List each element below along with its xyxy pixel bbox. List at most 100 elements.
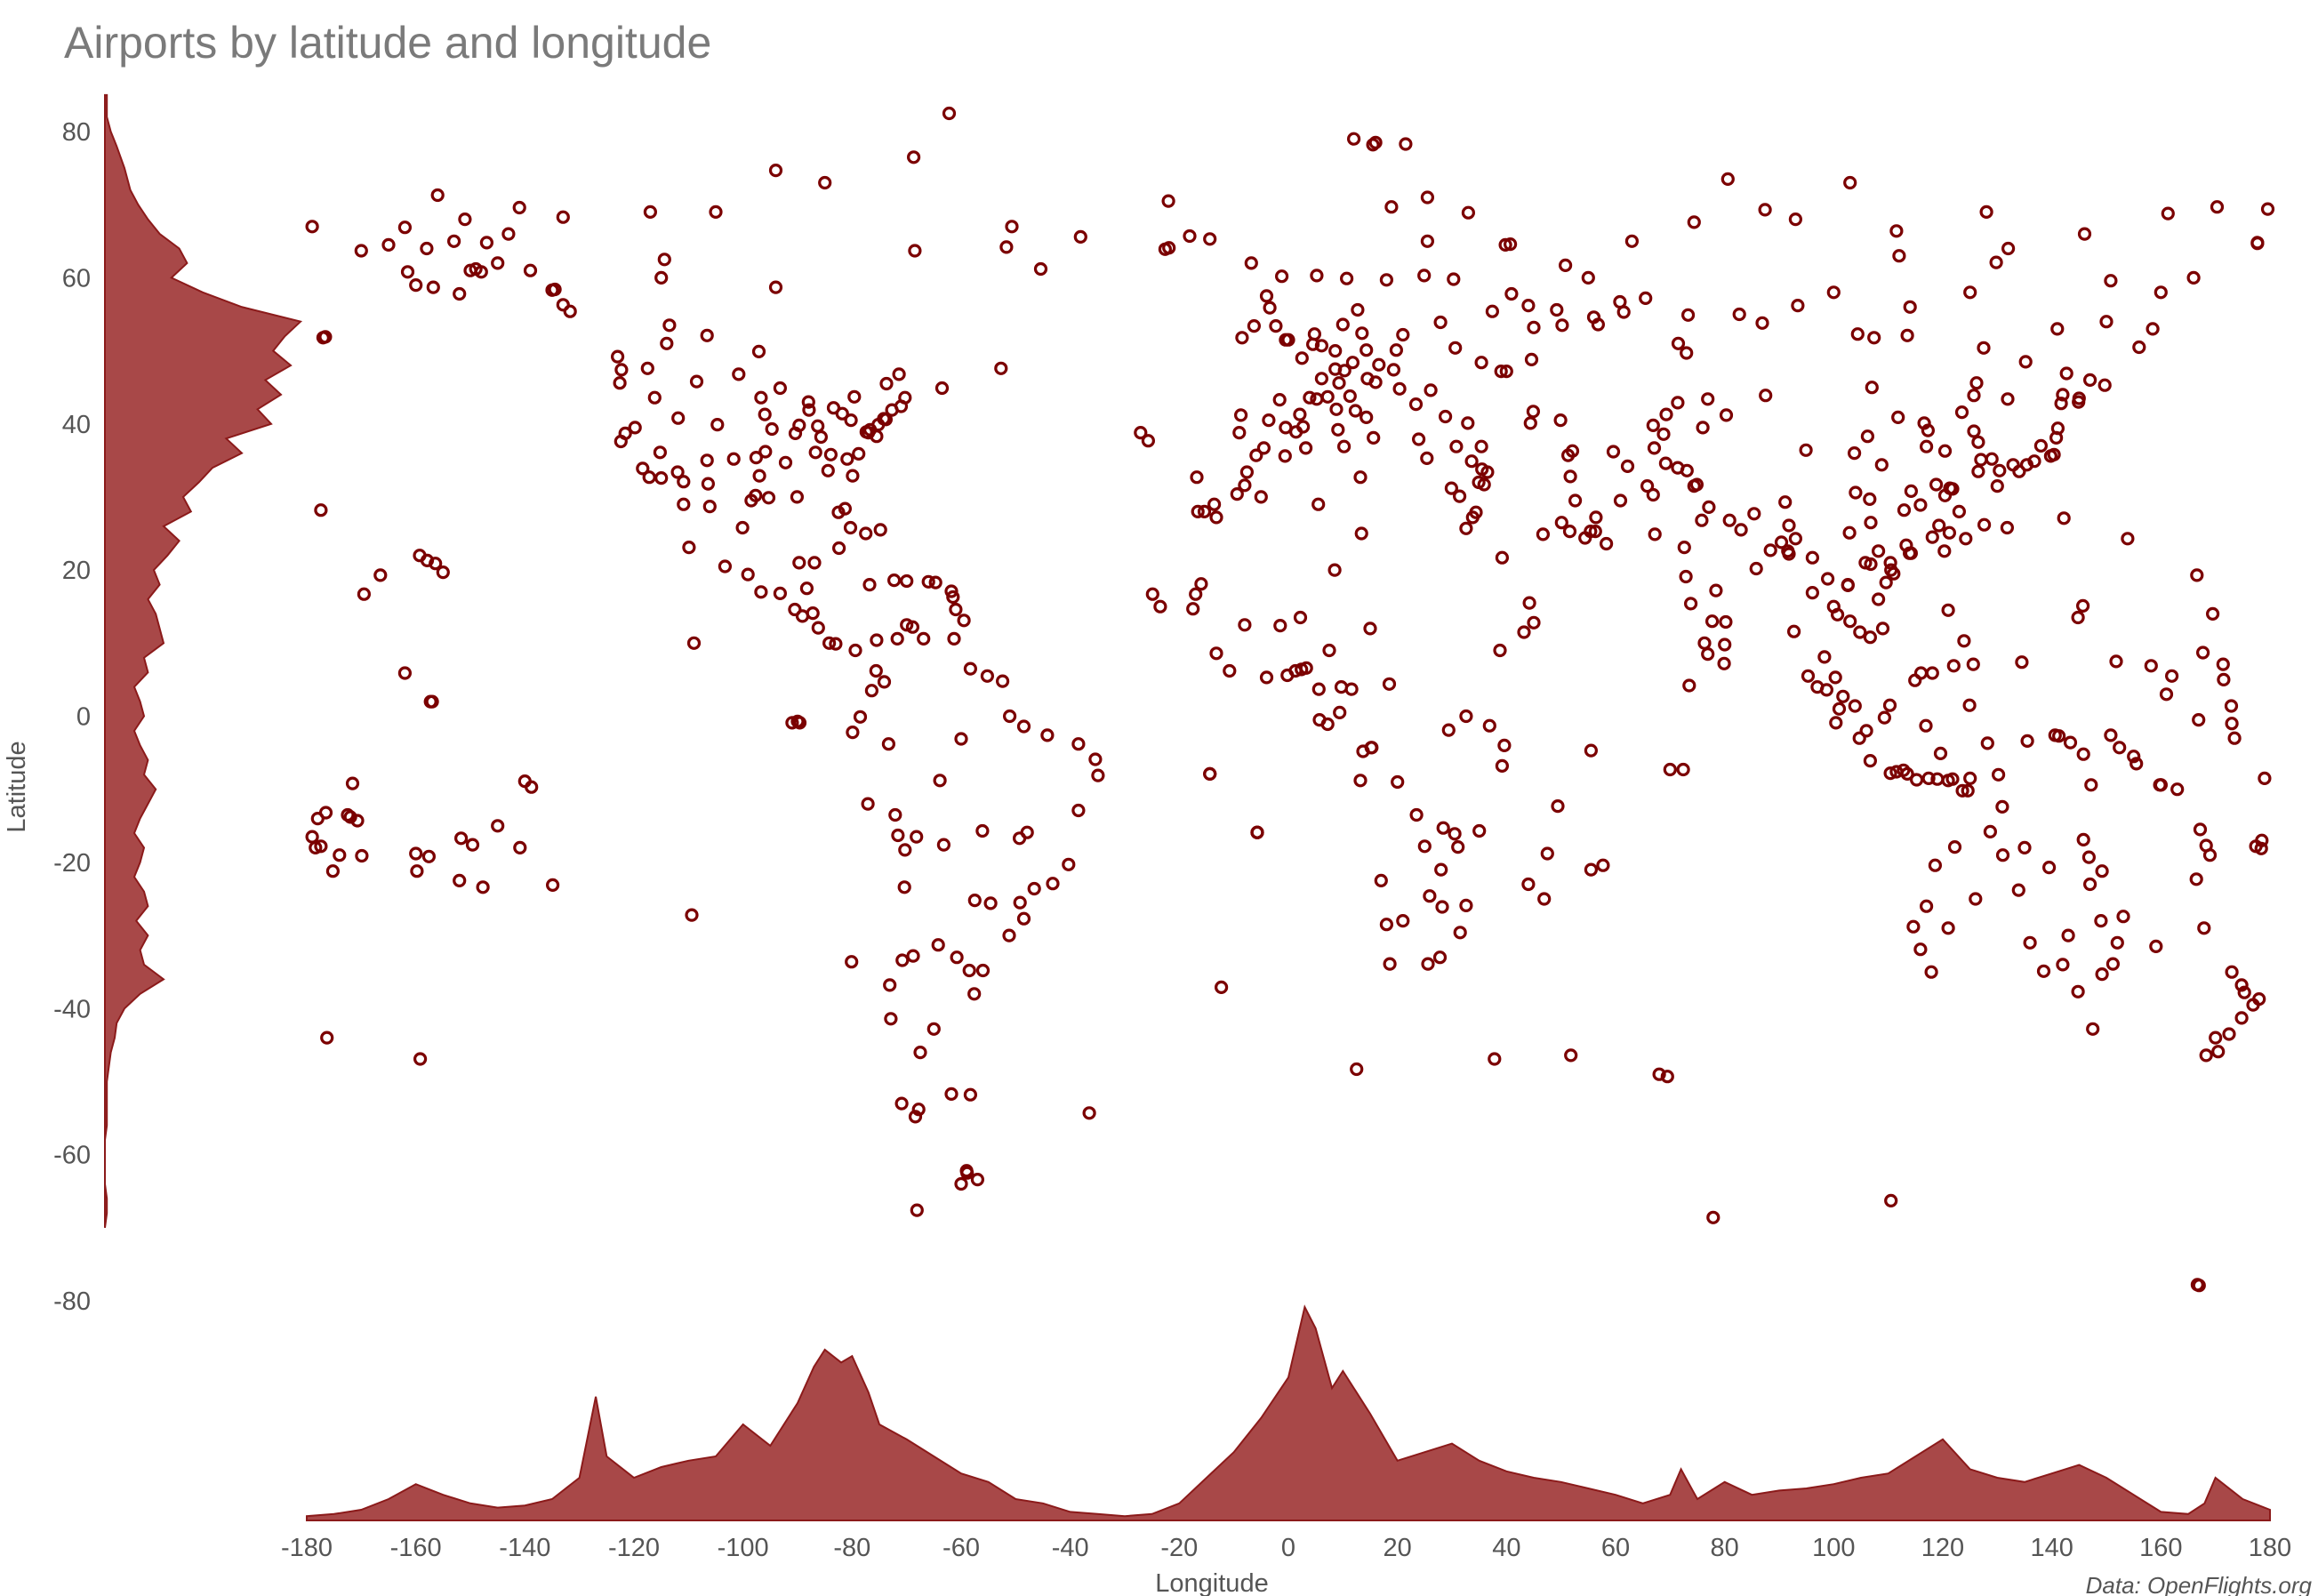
airport-point [1461,205,1476,220]
airport-point [1183,229,1197,244]
airport-point [1805,585,1820,600]
airport-point [894,1096,909,1111]
airport-point [1624,234,1640,248]
airport-point [1311,497,1326,511]
airport-point [822,636,837,650]
airport-point [947,631,961,646]
x-tick-label: 180 [2249,1534,2291,1562]
airport-point [1702,500,1716,515]
airport-point [1877,710,1891,725]
airport-point [931,938,945,952]
x-tick-label: -180 [281,1534,333,1562]
airport-point [2059,366,2073,381]
airport-point [1589,510,1603,525]
airport-point [838,501,853,516]
airport-point [1889,765,1904,779]
airport-point [1599,536,1614,551]
airport-point [1527,320,1541,334]
airport-point [1299,661,1313,675]
airport-point [548,282,562,297]
airport-point [967,893,982,908]
airport-point [2094,913,2108,928]
airport-point [877,675,892,689]
airport-point [1337,364,1351,378]
airport-point [1778,495,1793,509]
airport-point [898,390,912,405]
airport-point [847,389,862,404]
airport-point [1305,337,1320,351]
airport-point [2086,1022,2100,1036]
y-tick-label: 20 [62,557,91,585]
airport-point [1027,881,1041,896]
airport-point [1527,615,1541,630]
airport-point [1002,928,1016,942]
airport-point [1584,743,1599,758]
airport-point [1928,858,1942,872]
airport-point [895,953,910,967]
airport-point [1389,343,1404,357]
airport-point [1842,525,1857,540]
airport-point [960,1166,975,1180]
airport-point [2116,910,2130,924]
airport-point [1320,389,1335,404]
airport-point [754,585,768,599]
airport-point [1913,498,1928,512]
airport-point [453,831,469,846]
airport-point [1485,304,1500,318]
airport-point [967,987,982,1001]
airport-point [1884,1193,1898,1208]
airport-point [314,839,328,854]
airport-point [1903,300,1917,314]
airport-point [425,694,439,709]
y-axis-label: Latitude [3,741,31,832]
airport-point [1503,237,1518,252]
airport-point [2216,657,2230,671]
airport-point [1384,200,1399,214]
airport-point [859,526,873,541]
airport-point [1329,402,1343,416]
airport-point [1892,249,1906,263]
airport-point [654,470,669,485]
airport-point [1334,679,1349,694]
airport-point [921,574,935,589]
airport-point [1278,449,1292,463]
airport-point [2192,712,2206,727]
x-tick-label: -80 [833,1534,870,1562]
x-tick-label: -60 [942,1534,980,1562]
airport-point [1985,452,1999,466]
airport-point [1250,825,1264,839]
airport-point [2083,877,2097,892]
airport-point [2234,978,2249,992]
airport-point [1259,670,1274,685]
airport-point [1706,1210,1720,1224]
airport-point [1719,614,1733,630]
airport-point [1959,532,1973,546]
airport-point [846,469,860,483]
airport-point [758,445,773,459]
y-tick-label: -20 [53,849,91,878]
airport-point [1563,469,1577,484]
airport-point [910,1203,924,1217]
airport-point [1448,827,1462,841]
y-axis-ticks: 80 60 40 20 0 -20 -40 -60 -80 [53,118,91,1316]
airport-point [1464,454,1479,469]
airport-point [1591,317,1606,332]
airport-point [963,1087,978,1102]
airport-point [1433,315,1448,330]
airport-point [2104,274,2118,288]
airport-point [2099,315,2113,329]
airport-point [2199,1048,2213,1063]
airport-point [1441,723,1456,737]
airport-point [2077,227,2092,241]
airport-point [1843,175,1857,190]
airport-point [2186,270,2201,285]
airport-point [1071,737,1086,751]
airport-point [2189,872,2203,886]
airport-point [1354,526,1368,541]
airport-point [1687,478,1701,493]
airport-point [458,213,472,227]
airport-point [1424,383,1438,397]
airport-point [2056,388,2070,402]
airport-point [1859,724,1873,738]
airport-point [1386,363,1401,377]
